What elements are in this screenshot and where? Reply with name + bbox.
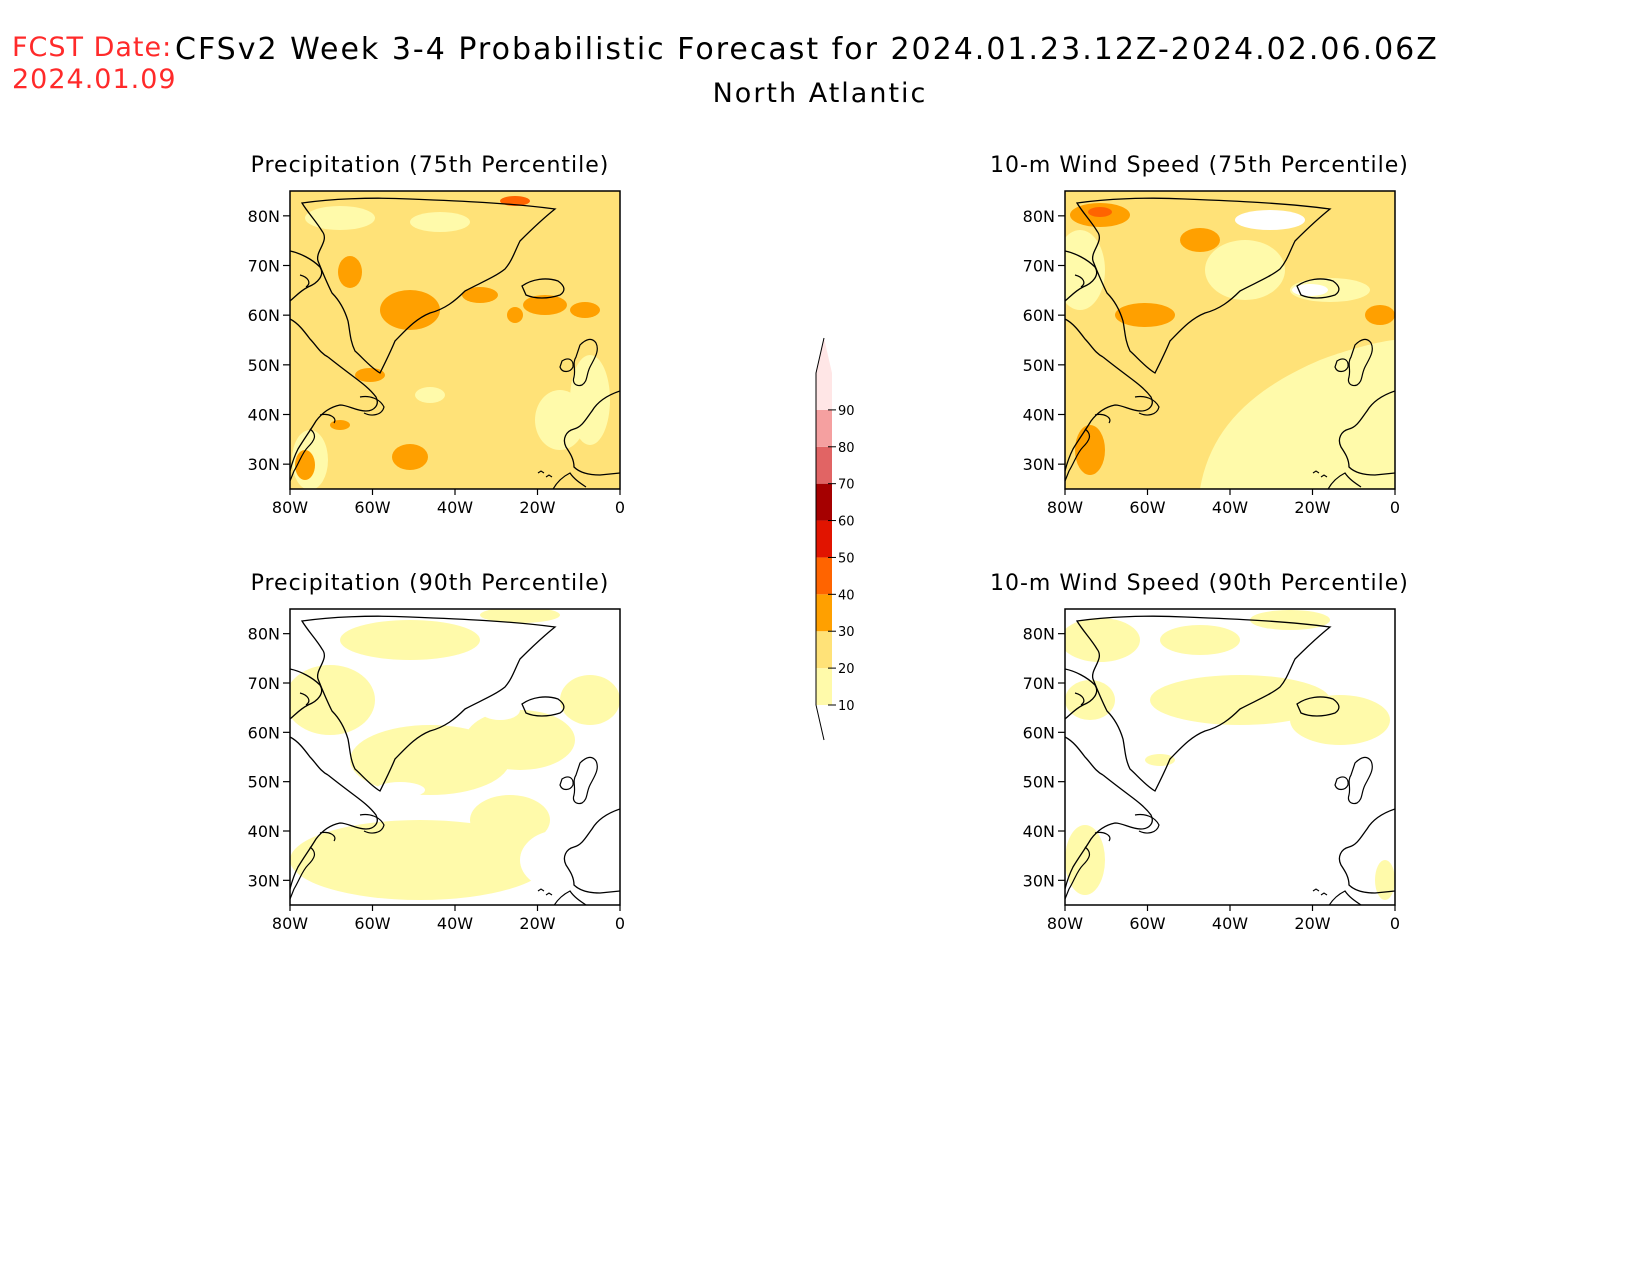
lon-label-wind-90: 80W <box>1047 914 1083 933</box>
lon-label-wind-90: 60W <box>1129 914 1165 933</box>
colorbar-bottom-cap <box>816 705 832 740</box>
colorbar-legend: 10 20 30 40 50 60 70 80 90 <box>815 337 855 741</box>
colorbar-segment <box>816 520 832 558</box>
fcst-date-caption: FCST Date: <box>12 32 173 63</box>
lat-label-wind-75: 30N <box>1023 455 1055 474</box>
lon-label-precip-90: 80W <box>272 914 308 933</box>
map-panel-wind-75 <box>1064 190 1396 490</box>
lon-label-precip-90: 60W <box>354 914 390 933</box>
lon-label-wind-90: 20W <box>1294 914 1330 933</box>
lat-label-wind-75: 40N <box>1023 406 1055 425</box>
lon-label-wind-75: 0 <box>1390 498 1400 517</box>
lon-label-wind-90: 0 <box>1390 914 1400 933</box>
colorbar-label: 50 <box>838 551 855 566</box>
colorbar-segment <box>816 668 832 705</box>
lon-label-wind-75: 80W <box>1047 498 1083 517</box>
lat-label-wind-90: 40N <box>1023 822 1055 841</box>
page-title: CFSv2 Week 3-4 Probabilistic Forecast fo… <box>175 32 1439 67</box>
page-subtitle: North Atlantic <box>712 78 928 109</box>
lat-label-precip-90: 30N <box>248 871 280 890</box>
colorbar-label: 20 <box>838 662 855 677</box>
lat-label-wind-75: 70N <box>1023 257 1055 276</box>
map-panel-precip-75 <box>289 190 621 490</box>
lat-label-precip-75: 70N <box>248 257 280 276</box>
panel-title-precip-75: Precipitation (75th Percentile) <box>250 153 610 178</box>
colorbar-label: 70 <box>838 478 855 493</box>
colorbar-segment <box>816 446 832 484</box>
lat-label-wind-75: 60N <box>1023 306 1055 325</box>
colorbar-segment <box>816 594 832 632</box>
colorbar-top-cap <box>816 338 832 373</box>
fcst-date-value: 2024.01.09 <box>12 64 177 95</box>
lon-label-precip-75: 20W <box>519 498 555 517</box>
lat-label-precip-90: 40N <box>248 822 280 841</box>
colorbar-outline <box>815 337 825 741</box>
map-panel-precip-90 <box>289 608 621 906</box>
lon-label-wind-75: 40W <box>1212 498 1248 517</box>
lon-label-wind-75: 20W <box>1294 498 1330 517</box>
lat-label-wind-90: 70N <box>1023 674 1055 693</box>
lat-label-precip-75: 40N <box>248 406 280 425</box>
lat-label-precip-90: 50N <box>248 773 280 792</box>
lat-label-precip-75: 50N <box>248 356 280 375</box>
lat-label-precip-75: 80N <box>248 207 280 226</box>
lon-label-wind-75: 60W <box>1129 498 1165 517</box>
lon-label-precip-75: 60W <box>354 498 390 517</box>
lat-label-wind-90: 30N <box>1023 871 1055 890</box>
colorbar-label: 40 <box>838 588 855 603</box>
lat-label-wind-90: 60N <box>1023 723 1055 742</box>
lat-label-precip-75: 60N <box>248 306 280 325</box>
map-panel-wind-90 <box>1064 608 1396 906</box>
colorbar-label: 30 <box>838 625 855 640</box>
panel-title-wind-90: 10-m Wind Speed (90th Percentile) <box>990 571 1409 596</box>
lon-label-precip-75: 0 <box>615 498 625 517</box>
lon-label-precip-90: 0 <box>615 914 625 933</box>
lat-label-precip-90: 70N <box>248 674 280 693</box>
lat-label-precip-90: 80N <box>248 625 280 644</box>
colorbar-label: 60 <box>838 515 855 530</box>
colorbar-segment <box>816 483 832 521</box>
axis-labels: 80N 70N 60N 50N 40N 30N 80W 60W 40W 20W 0 80N 70N 60N… <box>248 207 1400 933</box>
lon-label-precip-75: 80W <box>272 498 308 517</box>
colorbar-segment <box>816 373 832 410</box>
lat-label-precip-90: 60N <box>248 723 280 742</box>
colorbar-segment <box>816 409 832 447</box>
lat-label-wind-90: 80N <box>1023 625 1055 644</box>
colorbar-segment <box>816 557 832 595</box>
lon-label-precip-90: 20W <box>519 914 555 933</box>
forecast-date-label: FCST Date: 2024.01.09 <box>12 32 177 96</box>
lon-label-precip-90: 40W <box>437 914 473 933</box>
colorbar-label: 10 <box>838 699 855 714</box>
colorbar-segment <box>816 631 832 669</box>
lat-label-wind-75: 50N <box>1023 356 1055 375</box>
lon-label-precip-75: 40W <box>437 498 473 517</box>
lat-label-wind-90: 50N <box>1023 773 1055 792</box>
lat-label-precip-75: 30N <box>248 455 280 474</box>
colorbar-label: 80 <box>838 441 855 456</box>
lat-label-wind-75: 80N <box>1023 207 1055 226</box>
lon-label-wind-90: 40W <box>1212 914 1248 933</box>
colorbar-label: 90 <box>838 404 855 419</box>
panel-title-precip-90: Precipitation (90th Percentile) <box>250 571 610 596</box>
panel-title-wind-75: 10-m Wind Speed (75th Percentile) <box>990 153 1409 178</box>
